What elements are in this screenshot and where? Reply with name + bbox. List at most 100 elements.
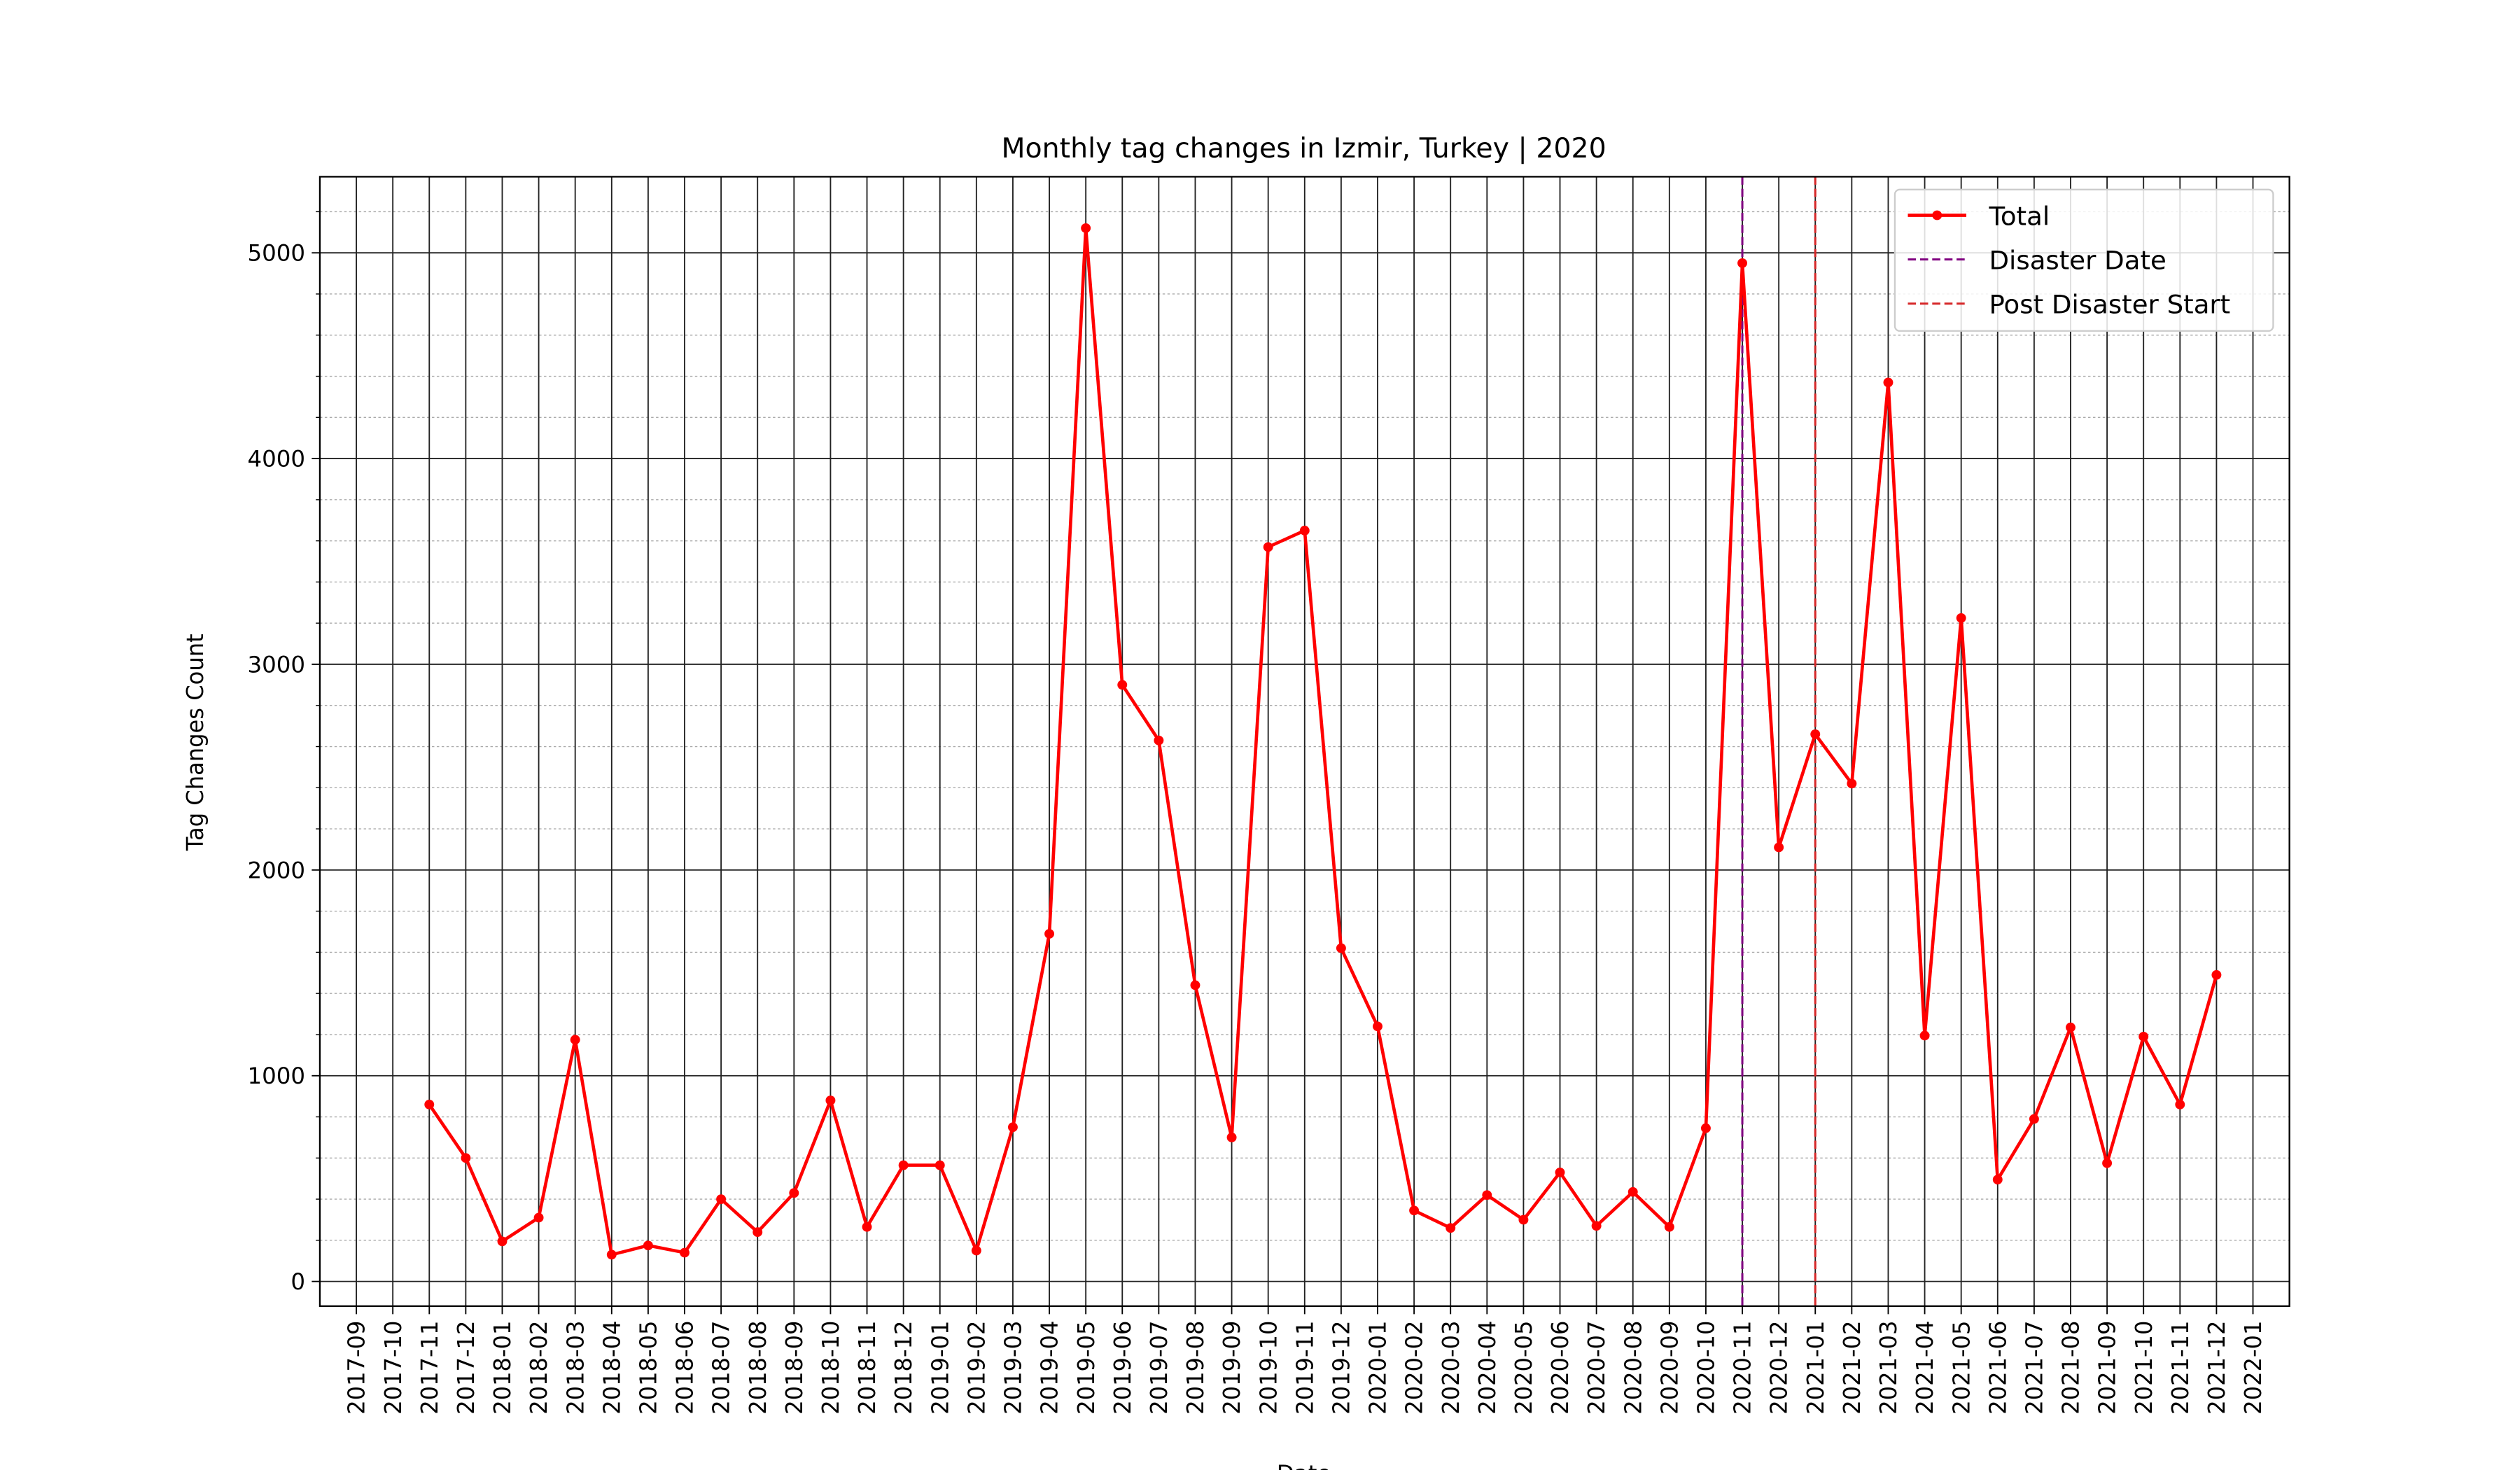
data-point (934, 1160, 945, 1170)
x-tick-label: 2018-08 (745, 1321, 771, 1415)
x-tick-label: 2021-01 (1802, 1321, 1829, 1415)
y-tick-label: 5000 (247, 240, 305, 267)
data-point (1299, 526, 1310, 536)
x-tick-label: 2019-04 (1036, 1321, 1063, 1415)
x-tick-label: 2018-11 (854, 1321, 881, 1415)
x-tick-label: 2019-10 (1255, 1321, 1282, 1415)
data-point (606, 1250, 617, 1260)
data-point (862, 1222, 872, 1232)
x-tick-label: 2021-02 (1839, 1321, 1865, 1415)
chart-title: Monthly tag changes in Izmir, Turkey | 2… (1002, 133, 1606, 164)
x-tick-label: 2022-01 (2240, 1321, 2267, 1415)
x-tick-label: 2020-09 (1656, 1321, 1683, 1415)
data-point (2211, 969, 2222, 980)
data-point (1190, 980, 1200, 990)
x-tick-label: 2019-12 (1328, 1321, 1354, 1415)
data-point (898, 1160, 909, 1170)
x-tick-label: 2018-01 (489, 1321, 516, 1415)
data-point (825, 1096, 836, 1105)
data-point (2029, 1114, 2039, 1124)
x-tick-label: 2019-07 (1146, 1321, 1172, 1415)
data-point (1336, 943, 1346, 953)
data-point (1081, 223, 1091, 233)
data-point (2138, 1032, 2149, 1042)
x-tick-label: 2021-12 (2204, 1321, 2230, 1415)
x-tick-label: 2017-12 (453, 1321, 479, 1415)
y-tick-label: 4000 (247, 446, 305, 472)
x-axis-label: Date (1277, 1460, 1331, 1470)
x-tick-label: 2019-02 (963, 1321, 990, 1415)
x-tick-label: 2020-06 (1547, 1321, 1574, 1415)
data-point (752, 1227, 763, 1237)
x-tick-label: 2020-10 (1693, 1321, 1719, 1415)
x-tick-label: 2020-05 (1511, 1321, 1537, 1415)
data-point (1482, 1190, 1492, 1200)
data-point (1956, 612, 1966, 623)
x-tick-label: 2020-11 (1729, 1321, 1756, 1415)
x-tick-label: 2017-09 (344, 1321, 370, 1415)
x-tick-label: 2019-08 (1182, 1321, 1209, 1415)
x-tick-label: 2018-07 (708, 1321, 735, 1415)
data-point (1883, 377, 1893, 388)
x-tick-label: 2020-04 (1474, 1321, 1501, 1415)
data-point (1044, 929, 1055, 939)
x-tick-label: 2021-07 (2021, 1321, 2047, 1415)
x-tick-label: 2017-10 (380, 1321, 407, 1415)
data-point (424, 1100, 435, 1110)
data-point (533, 1212, 544, 1223)
y-tick-label: 0 (290, 1268, 305, 1295)
data-point (643, 1240, 653, 1251)
data-point (1919, 1030, 1930, 1041)
data-point (1263, 542, 1273, 552)
legend-label: Post Disaster Start (1989, 290, 2230, 320)
data-point (1117, 680, 1128, 690)
x-tick-label: 2019-05 (1073, 1321, 1100, 1415)
x-tick-label: 2020-07 (1583, 1321, 1610, 1415)
data-point (1409, 1205, 1420, 1216)
data-point (1737, 258, 1748, 268)
data-point (1373, 1021, 1382, 1032)
series-line (428, 227, 2218, 1257)
data-point (680, 1247, 690, 1258)
data-point (1518, 1214, 1529, 1225)
data-point (1007, 1122, 1018, 1133)
x-tick-label: 2020-12 (1766, 1321, 1793, 1415)
x-tick-label: 2021-08 (2057, 1321, 2084, 1415)
data-point (570, 1035, 580, 1045)
legend-label: Total (1988, 201, 2050, 231)
data-point (1774, 842, 1784, 853)
y-tick-label: 2000 (247, 857, 305, 883)
y-tick-label: 1000 (247, 1063, 305, 1089)
data-point (2066, 1022, 2076, 1032)
x-tick-label: 2018-05 (635, 1321, 662, 1415)
x-tick-label: 2020-08 (1620, 1321, 1646, 1415)
x-tick-label: 2018-06 (671, 1321, 698, 1415)
data-point (1591, 1221, 1602, 1231)
data-point (2175, 1100, 2185, 1110)
y-tick-label: 3000 (247, 652, 305, 678)
x-tick-label: 2018-10 (818, 1321, 844, 1415)
y-axis-label: Tag Changes Count (182, 634, 209, 851)
x-tick-label: 2020-03 (1438, 1321, 1464, 1415)
data-point (1664, 1222, 1674, 1232)
x-tick-label: 2018-12 (890, 1321, 917, 1415)
plot-frame (318, 176, 2290, 1308)
data-point (971, 1245, 981, 1256)
data-point (789, 1188, 799, 1198)
x-tick-label: 2019-06 (1110, 1321, 1136, 1415)
x-tick-label: 2019-11 (1292, 1321, 1318, 1415)
data-point (1810, 729, 1821, 739)
legend-label: Disaster Date (1989, 246, 2166, 276)
x-tick-label: 2019-03 (1000, 1321, 1026, 1415)
x-tick-label: 2020-02 (1401, 1321, 1428, 1415)
x-tick-label: 2019-09 (1219, 1321, 1245, 1415)
x-tick-label: 2020-01 (1364, 1321, 1391, 1415)
data-point (1992, 1175, 2003, 1185)
data-point (1700, 1123, 1711, 1133)
x-tick-label: 2019-01 (927, 1321, 953, 1415)
x-tick-label: 2021-05 (1948, 1321, 1975, 1415)
x-tick-label: 2021-11 (2167, 1321, 2194, 1415)
x-tick-label: 2021-06 (1984, 1321, 2011, 1415)
x-tick-label: 2018-09 (781, 1321, 808, 1415)
